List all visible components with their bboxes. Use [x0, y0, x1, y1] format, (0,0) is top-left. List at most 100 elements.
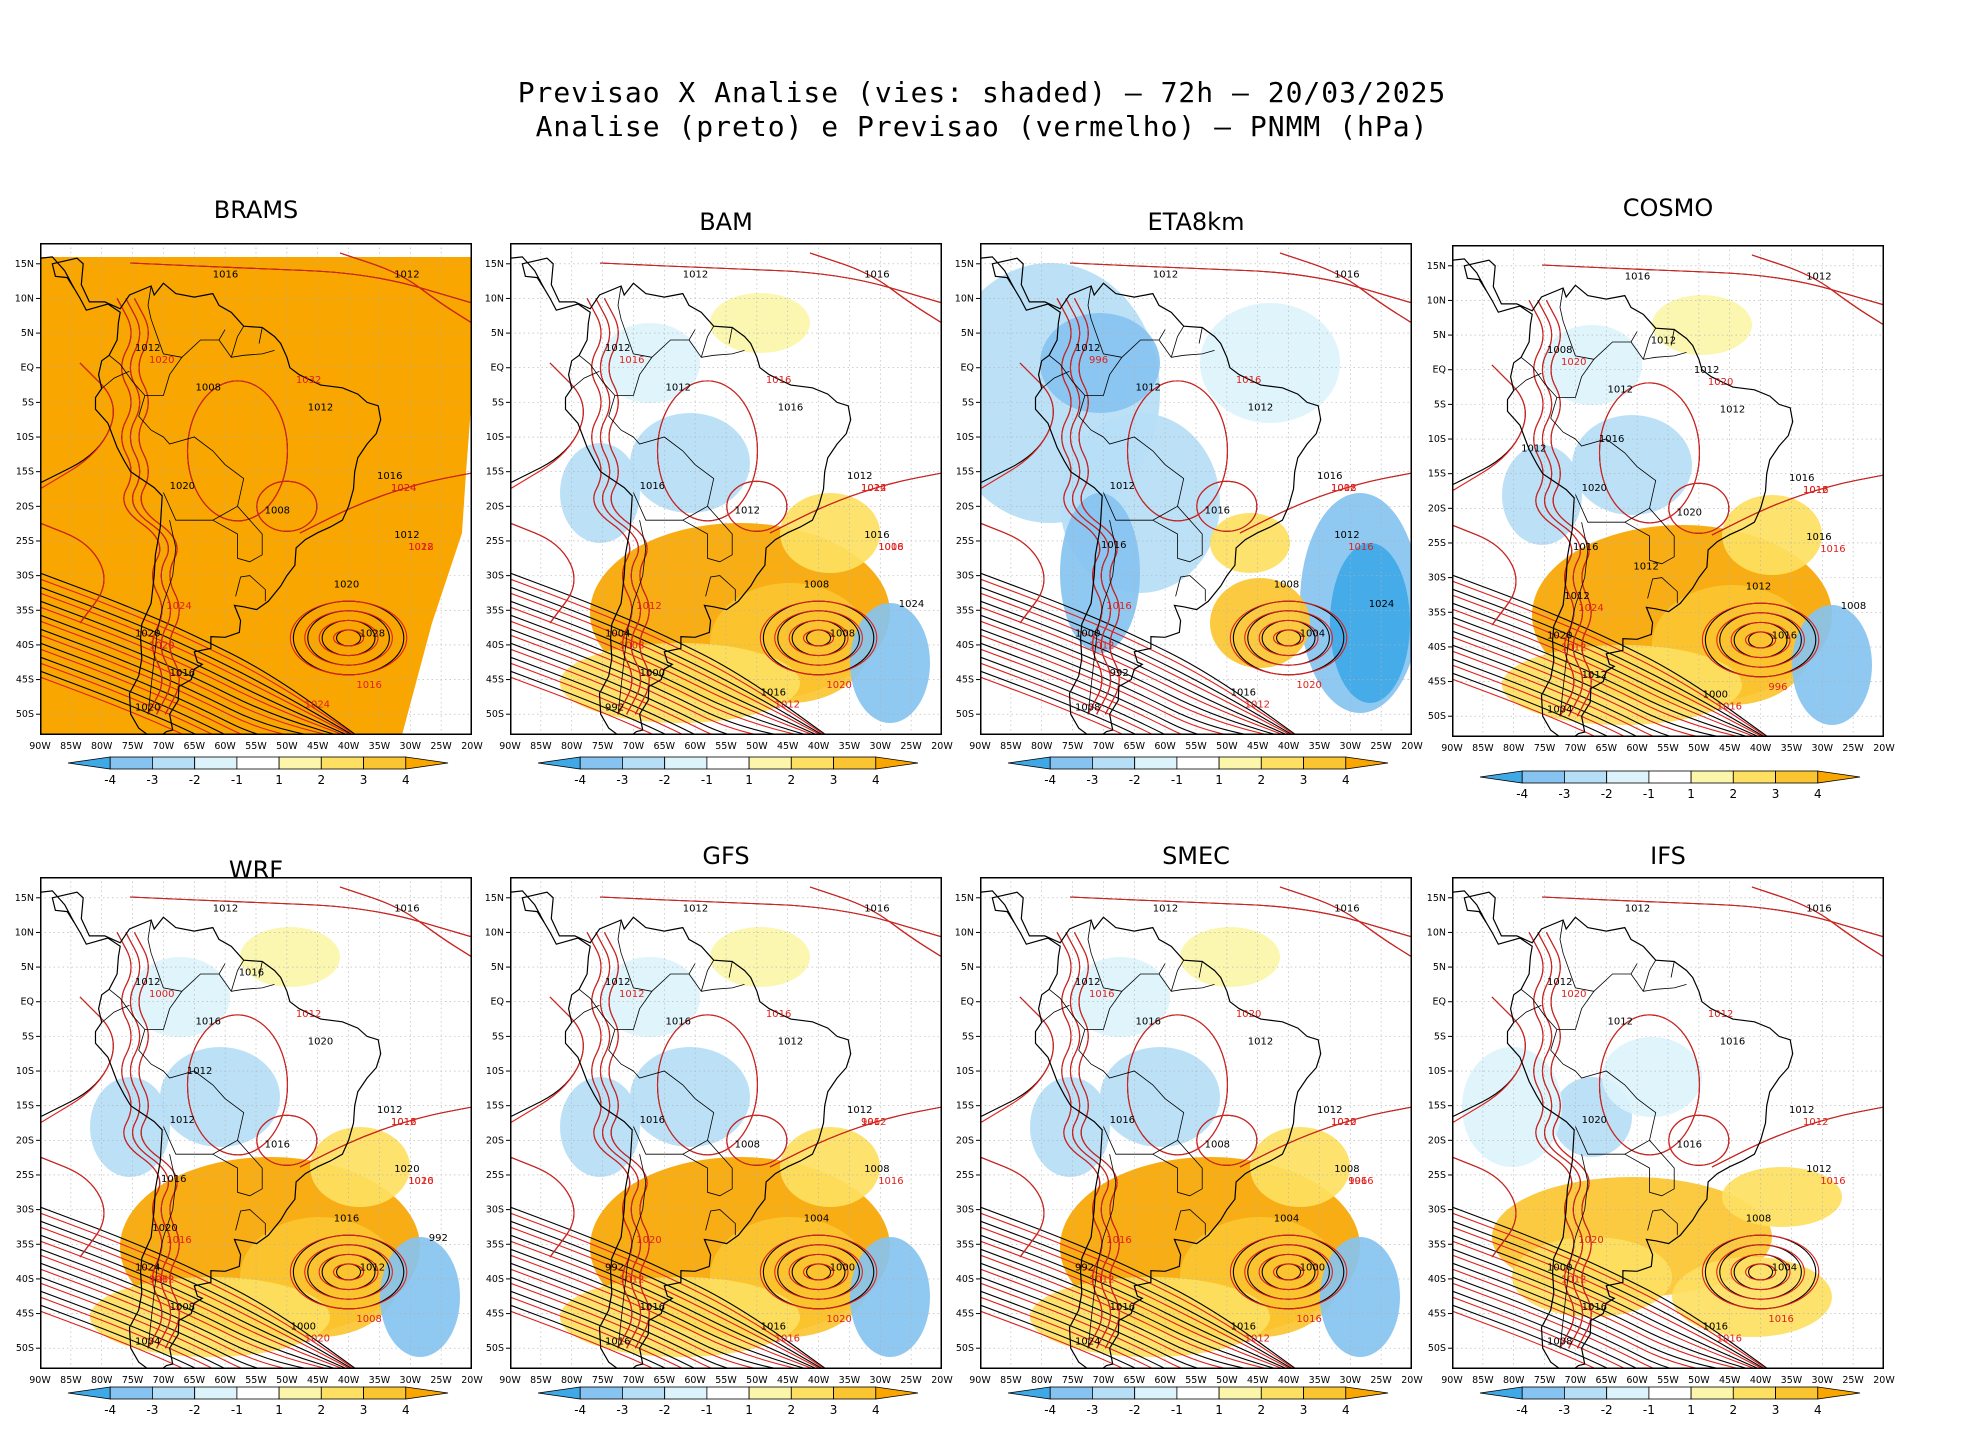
panel-title: SMEC [1162, 842, 1230, 870]
axis-labels: 15N 10N 5N EQ 5S 10S 15S 20S 25S 30S 35S 40S 45S 50S 9… [485, 893, 954, 1386]
contour-labels: 1012 101610121016102010121012101610201016… [135, 903, 448, 1347]
isobar-line [980, 1310, 1126, 1369]
forecast-label: 1020 [1578, 1235, 1603, 1246]
colorbar-tick-label: 3 [830, 773, 838, 787]
bias-blob [1030, 1277, 1270, 1357]
colorbar-tick-label: -3 [1086, 1403, 1098, 1417]
analysis-label: 1000 [1075, 629, 1100, 640]
country-border [578, 354, 616, 396]
analysis-label: 992 [605, 1263, 624, 1274]
low-pressure-isobar [1229, 600, 1348, 676]
colorbar-svg: -4 -3 -2 -1 1 2 3 4 [537, 1386, 919, 1417]
country-border [138, 963, 245, 1155]
analysis-label: 1012 [847, 471, 872, 482]
colorbar-swatch [1049, 756, 1093, 770]
low-pressure-isobar [333, 629, 365, 647]
andes-isobar [116, 298, 163, 715]
lon-tick-label: 85W [530, 1375, 552, 1386]
isobar-line [1452, 1276, 1675, 1369]
country-border [700, 325, 715, 358]
analysis-label: 1012 [377, 1105, 402, 1116]
lon-tick-label: 20W [931, 741, 953, 752]
isobar-line [1711, 1106, 1884, 1168]
lon-tick-label: 90W [29, 741, 51, 752]
lat-tick-label: 15S [956, 1101, 974, 1112]
lat-tick-label: 45S [16, 1309, 34, 1320]
isobar-loop [726, 1114, 788, 1166]
analysis-label: 1004 [1772, 1263, 1797, 1274]
isobar-line [1751, 254, 1884, 326]
grid-lines [40, 877, 472, 1369]
lat-tick-label: 15S [1428, 469, 1446, 480]
analysis-label: 1000 [640, 668, 665, 679]
analysis-label: 1016 [1599, 434, 1624, 445]
forecast-label: 1012 [1089, 1275, 1114, 1286]
forecast-label: 996 [1348, 1176, 1367, 1187]
forecast-label: 1012 [861, 1117, 886, 1128]
analysis-label: 1012 [1153, 269, 1178, 280]
bias-blob [1180, 927, 1280, 987]
forecast-label: 1020 [149, 355, 174, 366]
lon-tick-label: 50W [1216, 1375, 1238, 1386]
country-border [1041, 1004, 1070, 1023]
lat-tick-label: 15N [15, 259, 34, 270]
lat-tick-label: 5S [492, 1031, 504, 1042]
lat-tick-label: 50S [486, 1343, 504, 1354]
forecast-label: 1008 [878, 542, 903, 553]
colorbar-arrow-high [405, 756, 449, 770]
analysis-label: 1016 [196, 1017, 221, 1028]
isobar-line [40, 996, 114, 1124]
colorbar-tick-label: -4 [574, 773, 586, 787]
lon-tick-label: 40W [1750, 743, 1772, 754]
isobar-line [980, 1304, 1139, 1369]
lat-tick-label: 5S [22, 1031, 34, 1042]
isobar-line [1279, 252, 1412, 324]
lat-tick-label: 30S [486, 1205, 504, 1216]
colorbar-svg: -4 -3 -2 -1 1 2 3 4 [1479, 1386, 1861, 1417]
analysis-label: 1024 [1075, 1336, 1100, 1347]
lat-tick-label: 40S [956, 1274, 974, 1285]
isobar-line [1452, 672, 1611, 737]
analysis-label: 1012 [360, 1263, 385, 1274]
colorbar-tick-label: 1 [1215, 773, 1223, 787]
central-america-coast [980, 256, 1015, 289]
axis-labels: 15N 10N 5N EQ 5S 10S 15S 20S 25S 30S 35S 40S 45S 50S 9… [15, 259, 484, 752]
lat-tick-label: 15N [15, 893, 34, 904]
isobar-line [1069, 896, 1412, 938]
country-border [1175, 1209, 1206, 1236]
colorbar-swatch [706, 756, 750, 770]
isobar-line [40, 1296, 216, 1369]
country-border [1520, 356, 1558, 398]
analysis-label: 1020 [394, 1164, 419, 1175]
colorbar-swatch [1521, 770, 1565, 784]
lon-tick-label: 20W [931, 1375, 953, 1386]
isobar-line [599, 262, 942, 304]
isobar-loop [1598, 382, 1701, 524]
andes-isobar [1545, 300, 1592, 717]
lat-tick-label: 10N [955, 293, 974, 304]
low-pressure-isobar [1701, 602, 1820, 678]
colorbar-swatch [1690, 770, 1734, 784]
analysis-label: 1008 [1547, 345, 1572, 356]
lat-tick-label: 50S [16, 1343, 34, 1354]
colorbar-tick-label: 4 [402, 1403, 410, 1417]
forecast-label: 1016 [1106, 1235, 1131, 1246]
lat-tick-label: 35S [956, 1239, 974, 1250]
map-panel-wrf: 1012 1016 1012 1016 1020 1012 1012 1016 1020 1016… [15, 877, 483, 1386]
lat-tick-label: 15S [16, 1101, 34, 1112]
south-america-coast [1463, 259, 1794, 737]
isobar-line [510, 362, 584, 490]
country-border [212, 1140, 263, 1197]
isobar-line [980, 1206, 1298, 1369]
country-border [147, 1154, 177, 1349]
map-panel-eta8km: 1012 1016 1012 1012 1012 1016 1012 1016 1012 1008… [955, 243, 1423, 752]
forecast-label: 1008 [356, 1314, 381, 1325]
bias-blob [130, 957, 230, 1037]
country-border [705, 1209, 736, 1236]
isobar-line [599, 896, 942, 938]
isobar-line [510, 1240, 816, 1369]
isobar-loop [256, 1114, 318, 1166]
isobar-line [769, 472, 942, 534]
lon-tick-label: 40W [1750, 1375, 1772, 1386]
andes-isobar [1073, 932, 1120, 1349]
